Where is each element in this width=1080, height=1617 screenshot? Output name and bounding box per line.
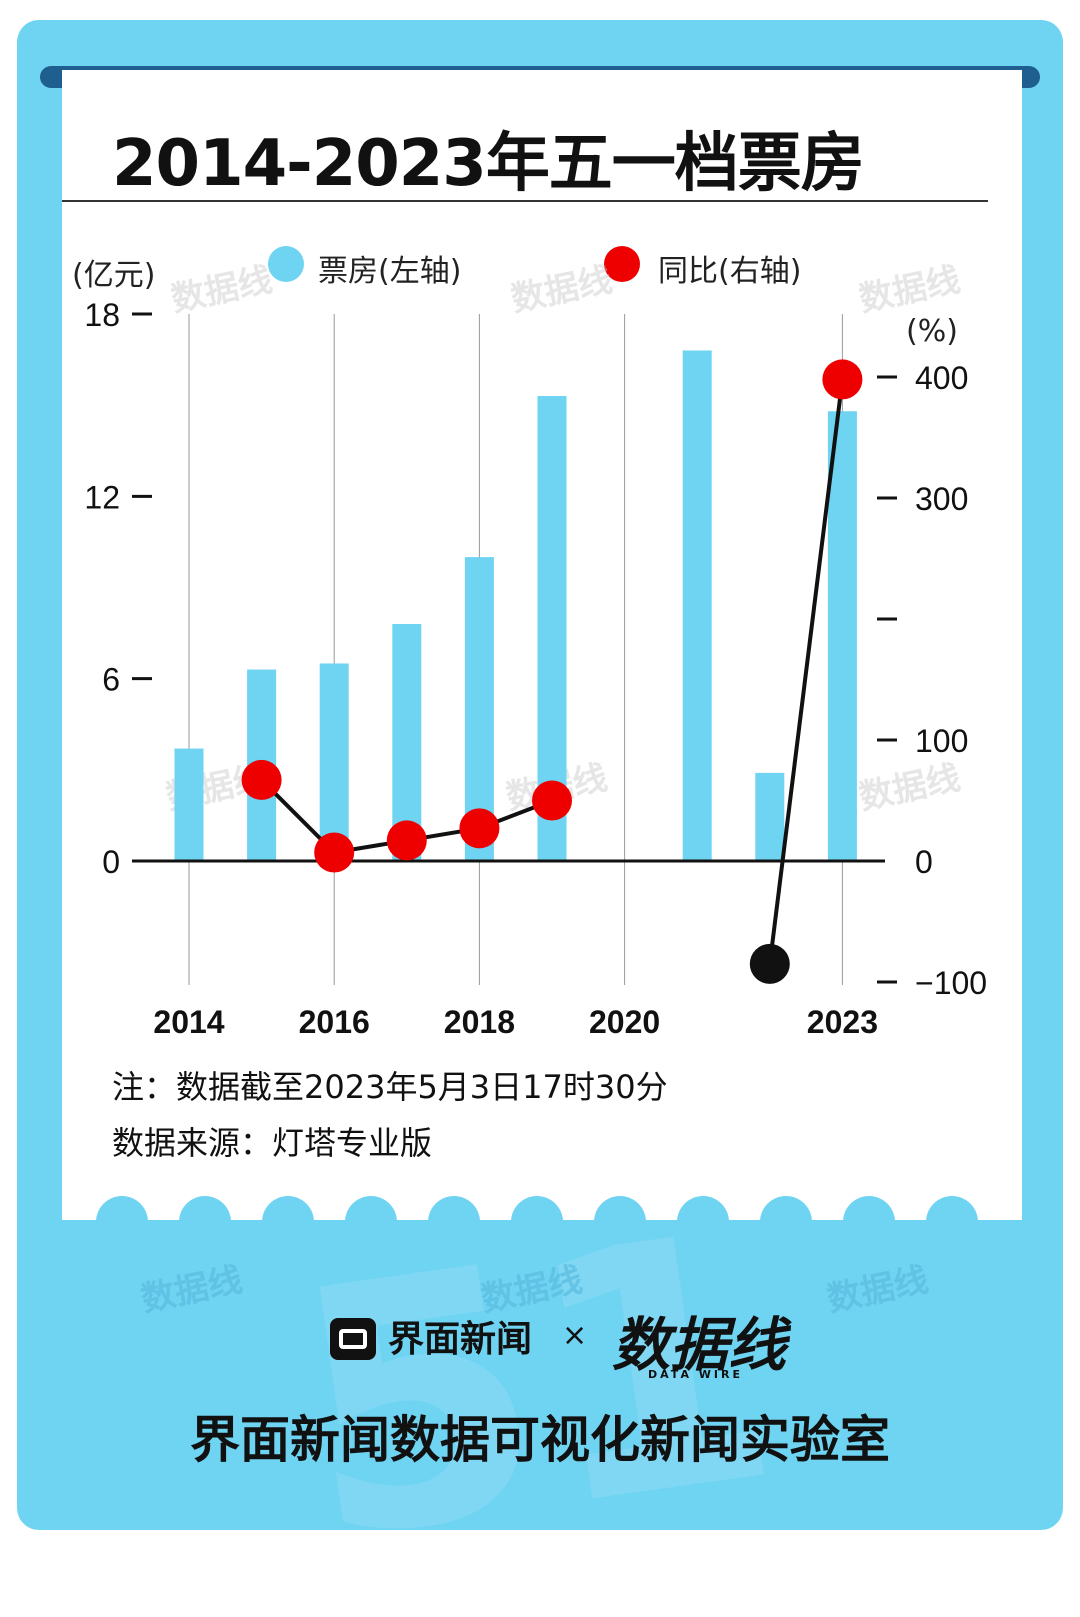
yoy-point-2023 — [822, 359, 863, 400]
yoy-point-2022 — [749, 943, 790, 984]
decorative-51: 51 — [274, 1159, 799, 1617]
brand-jiemian: 界面新闻 — [388, 1319, 533, 1360]
scallop-edge — [96, 1196, 148, 1248]
right-axis-tick-label: 100 — [915, 723, 968, 759]
bar-box-office-2016 — [319, 663, 349, 861]
legend-label-box-office: 票房(左轴) — [318, 254, 462, 289]
yoy-point-2019 — [532, 780, 572, 821]
x-axis-tick-label: 2014 — [153, 1004, 224, 1040]
right-axis-unit: (%) — [906, 314, 958, 349]
data-note: 注：数据截至2023年5月3日17时30分 — [112, 1068, 668, 1106]
chart-title: 2014-2023年五一档票房 — [112, 127, 865, 201]
jiemian-logo-icon — [330, 1318, 376, 1360]
footer-lab-name: 界面新闻数据可视化新闻实验室 — [190, 1411, 890, 1469]
bar-box-office-2014 — [174, 748, 204, 861]
legend-label-yoy: 同比(右轴) — [658, 254, 802, 289]
yoy-line — [767, 379, 845, 965]
bar-box-office-2023 — [827, 411, 857, 861]
chart-svg: 0 6 12 18 −100 0 100 300 400 2014 2016 2018 2020 2023 — [84, 297, 987, 1040]
left-axis-tick-label: 0 — [102, 844, 120, 880]
scallop-edge — [179, 1196, 231, 1248]
yoy-point-2017 — [386, 820, 427, 861]
scallop-edge — [428, 1196, 480, 1248]
collab-times: × — [562, 1318, 588, 1353]
bar-box-office-2021 — [682, 350, 712, 861]
scallop-edge — [262, 1196, 314, 1248]
scallop-edge — [511, 1196, 563, 1248]
data-source: 数据来源：灯塔专业版 — [112, 1124, 433, 1162]
scallop-edge — [926, 1196, 978, 1248]
yoy-point-2015 — [241, 759, 282, 800]
left-axis-tick-label: 12 — [84, 479, 120, 515]
left-axis-tick-label: 6 — [102, 662, 120, 698]
scallop-edge — [345, 1196, 397, 1248]
yoy-point-2018 — [459, 808, 500, 849]
scallop-edge — [843, 1196, 895, 1248]
scallop-edge — [594, 1196, 646, 1248]
right-axis-tick-label: 0 — [915, 844, 933, 880]
scallop-edge — [677, 1196, 729, 1248]
x-axis-tick-label: 2016 — [299, 1004, 370, 1040]
bar-box-office-2022 — [755, 772, 785, 861]
right-axis-tick-label: −100 — [915, 965, 987, 1001]
legend-swatch-yoy — [604, 246, 640, 282]
x-axis-tick-label: 2020 — [589, 1004, 660, 1040]
title-divider — [62, 200, 988, 202]
right-axis-tick-label: 400 — [915, 360, 968, 396]
legend-swatch-box-office — [268, 246, 304, 282]
scallop-edge — [760, 1196, 812, 1248]
yoy-point-2016 — [314, 832, 355, 873]
left-axis-unit: (亿元) — [72, 258, 156, 293]
brand-datawire-sub: DATA WIRE — [648, 1368, 743, 1381]
left-axis-tick-label: 18 — [84, 297, 120, 333]
brand-datawire-logo: 数据线 — [612, 1311, 787, 1379]
x-axis-tick-label: 2018 — [444, 1004, 515, 1040]
right-axis-tick-label: 300 — [915, 481, 968, 517]
x-axis-tick-label: 2023 — [807, 1004, 878, 1040]
